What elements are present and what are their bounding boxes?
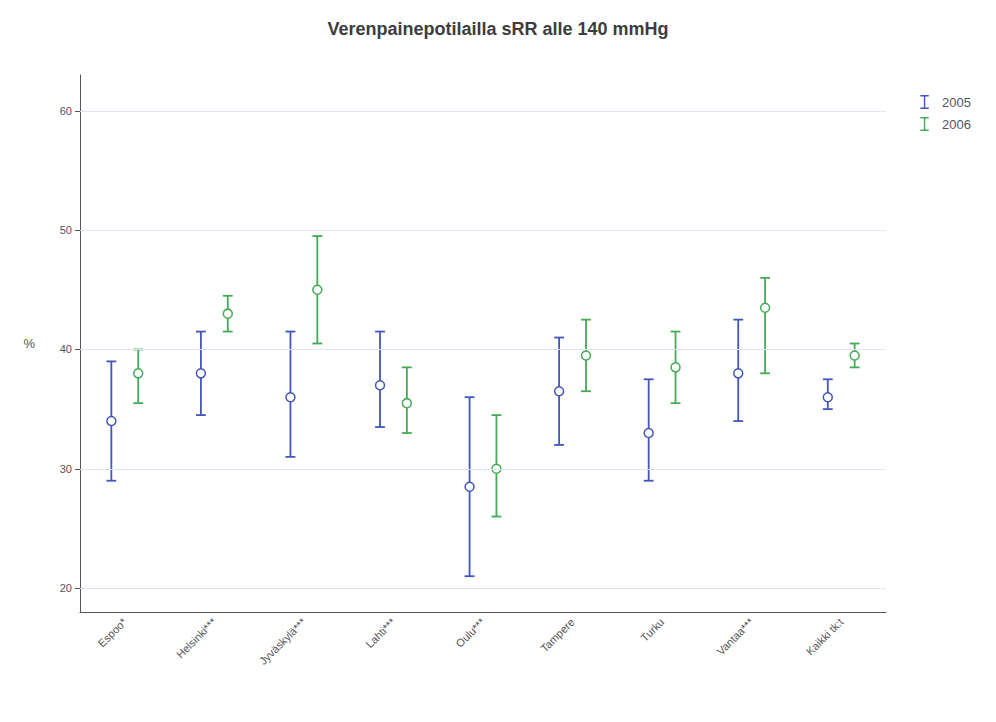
svg-text:Jyväskylä***: Jyväskylä*** — [257, 615, 309, 667]
svg-text:Espoo*: Espoo* — [95, 615, 129, 649]
svg-text:Vantaa***: Vantaa*** — [714, 615, 756, 657]
svg-text:Oulu***: Oulu*** — [453, 615, 487, 649]
svg-text:Lahti***: Lahti*** — [363, 615, 398, 650]
svg-text:Tampere: Tampere — [538, 616, 577, 655]
svg-text:Verenpainepotilailla sRR alle: Verenpainepotilailla sRR alle 140 mmHg — [327, 19, 668, 39]
svg-text:2005: 2005 — [942, 95, 971, 110]
svg-text:20: 20 — [60, 582, 72, 594]
svg-text:Helsinki***: Helsinki*** — [174, 615, 219, 660]
svg-text:50: 50 — [60, 224, 72, 236]
svg-text:2006: 2006 — [942, 117, 971, 132]
svg-text:60: 60 — [60, 105, 72, 117]
svg-text:30: 30 — [60, 463, 72, 475]
svg-text:%: % — [23, 336, 35, 351]
svg-text:Turku: Turku — [638, 616, 666, 644]
svg-text:Kaikki tk:t: Kaikki tk:t — [804, 616, 846, 658]
svg-text:40: 40 — [60, 343, 72, 355]
